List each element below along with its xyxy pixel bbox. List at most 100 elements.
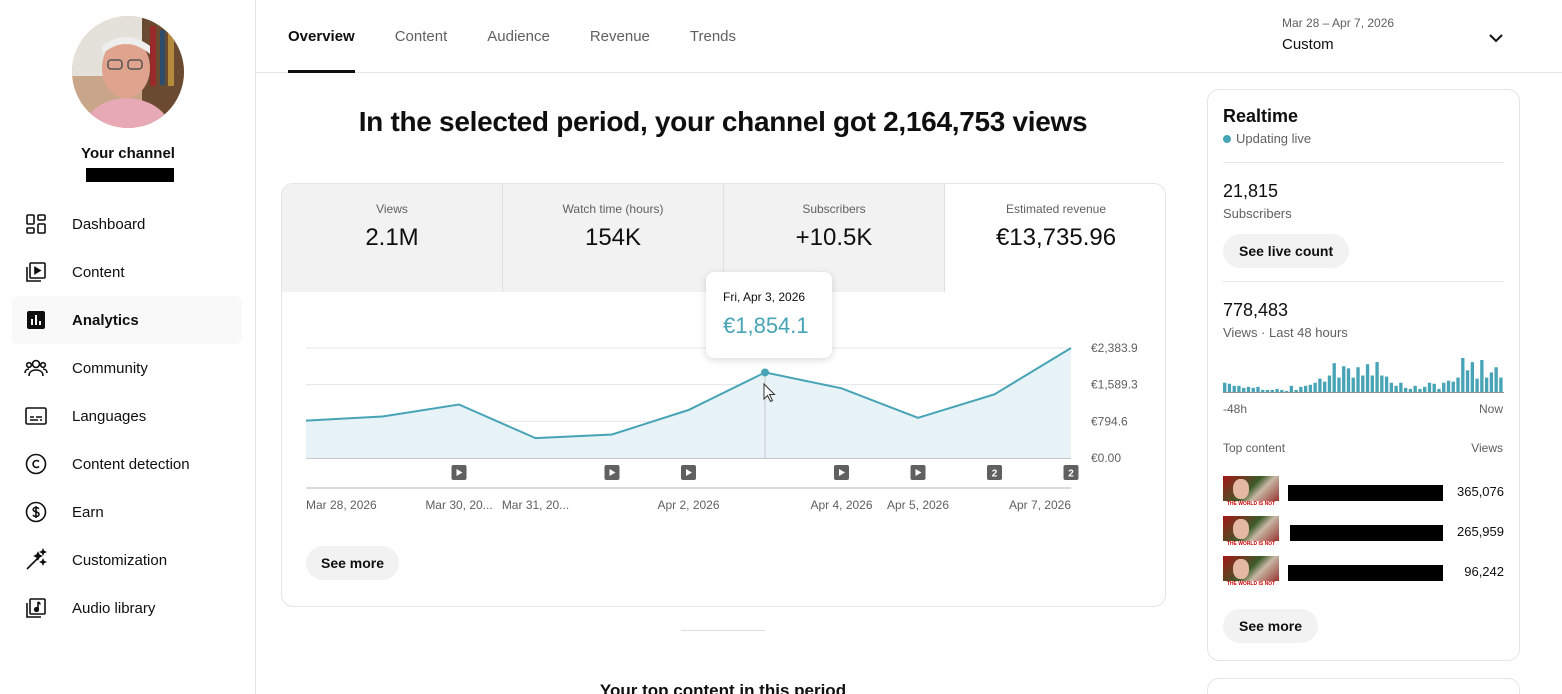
revenue-chart[interactable]: €2,383.9 €1,589.3 €794.6 €0.00 2 2 Mar 28, 202… bbox=[282, 184, 1166, 607]
analytics-tabs: Overview Content Audience Revenue Trends bbox=[288, 0, 776, 73]
channel-avatar[interactable] bbox=[72, 16, 184, 128]
realtime-axis-start: -48h bbox=[1223, 402, 1248, 416]
metric-estimated-revenue[interactable]: Estimated revenue €13,735.96 bbox=[945, 184, 1165, 292]
realtime-bar bbox=[1442, 382, 1446, 392]
content-icon bbox=[24, 260, 48, 284]
metric-watch-time[interactable]: Watch time (hours) 154K bbox=[503, 184, 724, 292]
top-content-row[interactable]: THE WORLD IS NOT READY 96,242 bbox=[1223, 556, 1504, 588]
metric-views[interactable]: Views 2.1M bbox=[282, 184, 503, 292]
sidebar-item-content-detection[interactable]: Content detection bbox=[12, 440, 242, 488]
languages-icon bbox=[24, 404, 48, 428]
sidebar-item-label: Community bbox=[72, 359, 148, 377]
tooltip-value: €1,854.1 bbox=[723, 313, 809, 338]
overview-card: Views 2.1M Watch time (hours) 154K Subsc… bbox=[281, 183, 1166, 607]
tab-content[interactable]: Content bbox=[394, 28, 448, 45]
sidebar-item-label: Customization bbox=[72, 551, 168, 569]
top-content-row[interactable]: THE WORLD IS NOT READY 265,959 bbox=[1223, 516, 1504, 548]
sidebar-item-analytics[interactable]: Analytics bbox=[12, 296, 242, 344]
realtime-views-label: Views · Last 48 hours bbox=[1223, 325, 1348, 340]
realtime-bar bbox=[1484, 377, 1489, 392]
realtime-bar bbox=[1489, 372, 1494, 392]
sidebar-item-audio-library[interactable]: Audio library bbox=[12, 584, 242, 632]
metric-value: €13,735.96 bbox=[995, 224, 1117, 251]
chart-y-tick-label: €2,383.9 bbox=[1091, 341, 1138, 355]
divider bbox=[1223, 162, 1504, 163]
top-content-views: 365,076 bbox=[1457, 484, 1504, 499]
dashboard-icon bbox=[24, 212, 48, 236]
realtime-bar bbox=[1223, 382, 1227, 392]
realtime-bar bbox=[1370, 375, 1374, 392]
tooltip-date: Fri, Apr 3, 2026 bbox=[723, 290, 806, 304]
realtime-title: Realtime bbox=[1223, 106, 1299, 126]
divider bbox=[1223, 281, 1504, 282]
realtime-bar bbox=[1403, 387, 1408, 392]
community-icon bbox=[24, 356, 48, 380]
realtime-bar bbox=[1494, 367, 1498, 392]
sidebar-item-label: Content bbox=[72, 263, 125, 281]
realtime-bar bbox=[1313, 382, 1317, 392]
metric-subscribers[interactable]: Subscribers +10.5K bbox=[724, 184, 945, 292]
see-live-count-button[interactable]: See live count bbox=[1223, 234, 1350, 268]
chart-y-tick-label: €1,589.3 bbox=[1091, 378, 1138, 392]
tab-overview[interactable]: Overview bbox=[288, 0, 355, 73]
realtime-see-more-button[interactable]: See more bbox=[1223, 609, 1319, 643]
play-icon bbox=[915, 469, 922, 476]
realtime-bar-chart[interactable] bbox=[1223, 352, 1504, 394]
chart-x-tick-label: Mar 28, 2026 bbox=[306, 498, 377, 512]
tab-audience[interactable]: Audience bbox=[487, 28, 550, 45]
realtime-bar bbox=[1423, 386, 1427, 392]
realtime-bar bbox=[1265, 389, 1270, 392]
analytics-icon bbox=[24, 308, 48, 332]
realtime-bar bbox=[1465, 370, 1470, 392]
sidebar-item-dashboard[interactable]: Dashboard bbox=[12, 200, 242, 248]
upload-count-label: 2 bbox=[992, 469, 998, 480]
chart-x-tick-label: Apr 7, 2026 bbox=[1009, 498, 1071, 512]
sidebar: Your channel Dashboard Content Analytics… bbox=[0, 0, 256, 694]
realtime-bar bbox=[1246, 386, 1251, 392]
realtime-bar bbox=[1275, 388, 1279, 392]
chevron-down-icon[interactable] bbox=[1484, 26, 1508, 50]
tab-revenue[interactable]: Revenue bbox=[589, 28, 650, 45]
realtime-bar bbox=[1365, 364, 1370, 392]
realtime-bar bbox=[1299, 386, 1303, 392]
copyright-icon bbox=[24, 452, 48, 476]
top-content-views: 96,242 bbox=[1464, 564, 1504, 579]
redacted-title bbox=[1290, 525, 1443, 541]
realtime-bar bbox=[1475, 378, 1479, 392]
sidebar-item-earn[interactable]: Earn bbox=[12, 488, 242, 536]
realtime-views-value: 778,483 bbox=[1223, 300, 1289, 320]
chart-highlight-point bbox=[761, 368, 769, 377]
top-content-row[interactable]: THE WORLD IS NOT READY 365,076 bbox=[1223, 476, 1504, 508]
date-range-value: Mar 28 – Apr 7, 2026 bbox=[1282, 16, 1395, 30]
see-more-button[interactable]: See more bbox=[306, 546, 400, 580]
realtime-bar bbox=[1470, 362, 1474, 392]
live-dot-icon bbox=[1223, 134, 1231, 143]
sidebar-item-languages[interactable]: Languages bbox=[12, 392, 242, 440]
date-range-selector[interactable]: Mar 28 – Apr 7, 2026 Custom bbox=[1282, 16, 1394, 53]
realtime-bar bbox=[1237, 385, 1241, 392]
metric-value: +10.5K bbox=[795, 224, 873, 251]
realtime-panel: Realtime Updating live 21,815 Subscriber… bbox=[1207, 89, 1520, 661]
realtime-bar bbox=[1294, 389, 1298, 392]
realtime-bar bbox=[1361, 375, 1365, 392]
sidebar-item-customization[interactable]: Customization bbox=[12, 536, 242, 584]
tab-trends[interactable]: Trends bbox=[689, 28, 737, 45]
sidebar-item-community[interactable]: Community bbox=[12, 344, 242, 392]
sidebar-item-content[interactable]: Content bbox=[12, 248, 242, 296]
sidebar-nav: Dashboard Content Analytics Community La… bbox=[12, 200, 242, 632]
realtime-bar bbox=[1303, 385, 1308, 392]
realtime-bar bbox=[1446, 380, 1451, 392]
realtime-bar bbox=[1318, 378, 1322, 392]
metric-tabs: Views 2.1M Watch time (hours) 154K Subsc… bbox=[282, 184, 945, 292]
sidebar-item-label: Audio library bbox=[72, 599, 156, 617]
realtime-bar bbox=[1337, 377, 1341, 392]
realtime-bar bbox=[1227, 383, 1232, 392]
video-thumbnail: THE WORLD IS NOT READY bbox=[1223, 556, 1279, 588]
sidebar-item-label: Analytics bbox=[72, 311, 139, 329]
realtime-bar bbox=[1389, 382, 1394, 392]
video-thumbnail: THE WORLD IS NOT READY bbox=[1223, 476, 1279, 508]
realtime-bar bbox=[1356, 367, 1360, 392]
redacted-title bbox=[1288, 485, 1443, 501]
sidebar-item-label: Content detection bbox=[72, 455, 190, 473]
realtime-bar bbox=[1375, 362, 1379, 392]
